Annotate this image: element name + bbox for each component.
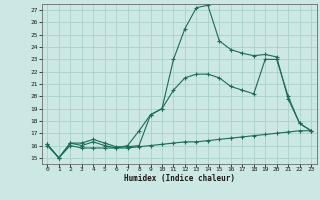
- X-axis label: Humidex (Indice chaleur): Humidex (Indice chaleur): [124, 174, 235, 183]
